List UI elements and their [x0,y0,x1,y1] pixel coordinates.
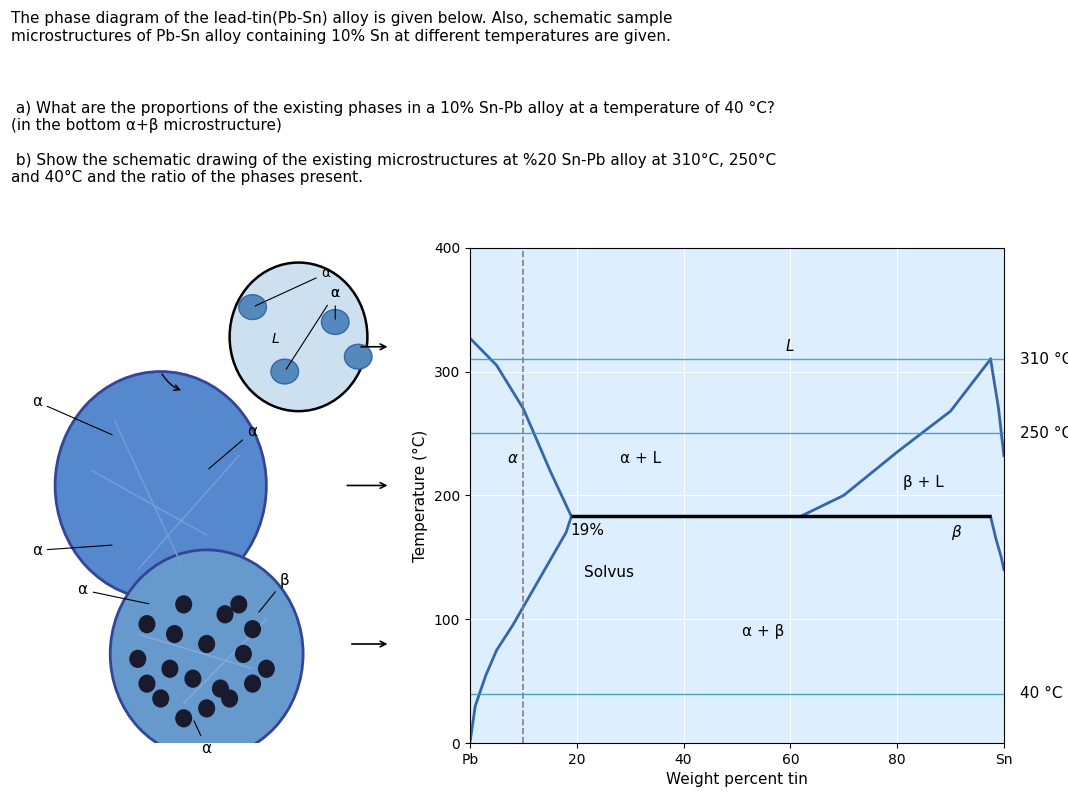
Text: α: α [208,424,257,469]
Circle shape [213,680,229,697]
Text: α: α [286,286,340,369]
Text: α + L: α + L [621,451,661,466]
Text: α: α [507,451,518,466]
Text: α: α [255,266,331,306]
Text: α: α [32,543,112,558]
Text: 40 °C: 40 °C [1020,686,1063,701]
Circle shape [153,690,169,707]
Circle shape [199,635,215,653]
Text: 310 °C: 310 °C [1020,352,1068,367]
Text: L: L [786,340,795,354]
Text: β: β [951,525,961,540]
Text: The phase diagram of the lead-tin(Pb-Sn) alloy is given below. Also, schematic s: The phase diagram of the lead-tin(Pb-Sn)… [11,11,672,44]
Text: Solvus: Solvus [584,565,633,579]
X-axis label: Weight percent tin: Weight percent tin [666,773,807,787]
Text: α: α [331,286,340,320]
Ellipse shape [271,359,299,384]
Ellipse shape [321,309,349,334]
Circle shape [258,660,274,678]
Text: β + L: β + L [904,475,944,491]
Circle shape [130,650,145,667]
Ellipse shape [239,295,266,320]
Circle shape [162,660,177,678]
Circle shape [199,700,215,717]
Circle shape [139,616,155,633]
Circle shape [245,621,261,638]
Text: α: α [78,582,148,604]
Circle shape [139,675,155,692]
Circle shape [245,675,261,692]
Circle shape [185,670,201,687]
Text: 250 °C: 250 °C [1020,426,1068,441]
Circle shape [231,596,247,613]
Circle shape [236,646,251,662]
Text: L: L [271,332,280,346]
Text: β: β [258,573,289,612]
Text: α: α [194,721,211,756]
Circle shape [167,626,183,642]
Circle shape [217,606,233,622]
Circle shape [110,550,303,758]
Circle shape [230,263,367,411]
Circle shape [56,372,266,599]
Text: a) What are the proportions of the existing phases in a 10% Sn-Pb alloy at a tem: a) What are the proportions of the exist… [11,101,775,185]
Circle shape [176,596,191,613]
Circle shape [176,710,191,727]
Y-axis label: Temperature (°C): Temperature (°C) [413,429,428,562]
Ellipse shape [345,344,372,369]
Text: 19%: 19% [570,523,604,538]
Text: α + β: α + β [742,624,785,639]
Circle shape [222,690,237,707]
Text: α: α [32,394,112,435]
